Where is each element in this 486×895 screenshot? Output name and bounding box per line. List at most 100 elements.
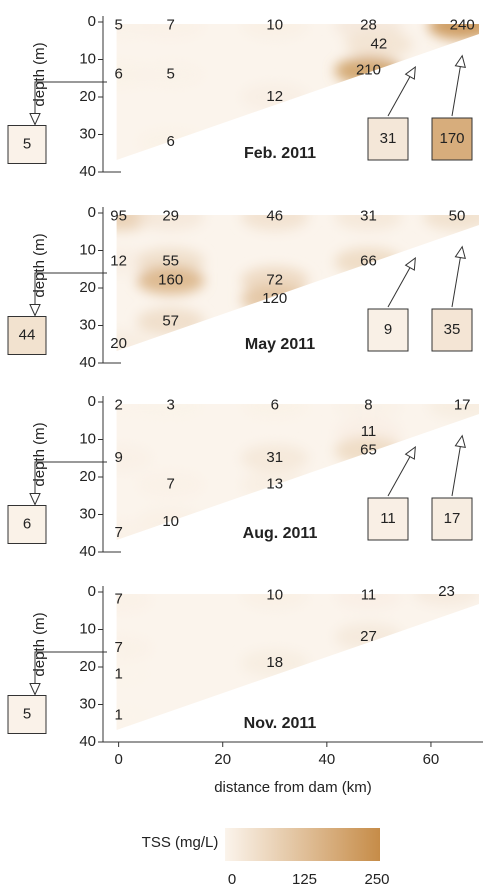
tss-label: 3	[166, 397, 174, 414]
inflow-label: 17	[444, 510, 461, 527]
tss-label: 12	[266, 88, 283, 105]
tss-patch	[116, 634, 153, 663]
tss-patch	[116, 330, 153, 351]
tss-patch	[116, 519, 153, 540]
tss-label: 55	[162, 253, 179, 270]
tss-label: 6	[271, 397, 279, 414]
inflow-label: 11	[380, 510, 396, 527]
tss-label: 95	[110, 208, 127, 225]
tss-label: 5	[166, 65, 174, 82]
tss-patch	[240, 594, 309, 610]
y-tick-label: 10	[79, 620, 96, 637]
tss-patch	[136, 24, 205, 40]
tss-label: 50	[449, 208, 466, 225]
arrow-head	[29, 493, 41, 506]
tss-patch	[116, 594, 153, 614]
y-tick-label: 30	[79, 695, 96, 712]
tss-label: 10	[266, 17, 283, 34]
arrow-head	[454, 54, 466, 69]
arrow-head	[404, 445, 416, 460]
tss-label: 20	[110, 335, 127, 352]
y-tick-label: 30	[79, 125, 96, 142]
tss-label: 160	[158, 271, 183, 288]
inflow-box	[367, 308, 409, 352]
y-axis-label: depth (m)	[31, 233, 48, 297]
inflow-box	[431, 117, 473, 161]
tss-label: 57	[162, 313, 179, 330]
y-axis-label: depth (m)	[31, 612, 48, 676]
shading	[116, 215, 479, 351]
arrow-shaft	[387, 456, 411, 497]
tss-label: 46	[266, 208, 283, 225]
x-tick-label: 20	[214, 751, 231, 768]
inflow-label: 5	[23, 135, 31, 152]
tss-label: 65	[360, 442, 377, 459]
arrow-shaft	[387, 76, 411, 117]
y-tick-label: 0	[88, 13, 96, 30]
tss-patch	[136, 404, 205, 420]
colorbar	[225, 828, 380, 861]
x-tick-label: 40	[318, 751, 335, 768]
tss-label: 5	[114, 17, 122, 34]
inflow-label: 5	[23, 705, 31, 722]
tss-patch	[428, 404, 479, 420]
tss-label: 7	[114, 590, 122, 607]
arrow-shaft	[451, 257, 461, 308]
tss-label: 1	[114, 707, 122, 724]
inflow-box	[7, 316, 47, 355]
inflow-box	[7, 125, 47, 164]
arrow-shaft	[451, 446, 461, 497]
y-tick-label: 0	[88, 583, 96, 600]
inflow-label: 35	[444, 321, 461, 338]
tss-patch	[428, 24, 479, 40]
arrow-head	[404, 256, 416, 271]
colorbar-tick-label: 0	[228, 871, 236, 888]
tss-patch	[412, 594, 479, 606]
inflow-label: 44	[19, 326, 36, 343]
tss-patch	[334, 404, 403, 420]
tss-label: 7	[166, 17, 174, 34]
arrow-head	[404, 65, 416, 80]
inflow-label: 170	[439, 130, 464, 147]
tss-label: 7	[114, 639, 122, 656]
tss-label: 210	[356, 62, 381, 79]
tss-label: 27	[360, 628, 377, 645]
inflow-arrow	[34, 461, 107, 496]
arrow-head	[454, 245, 466, 260]
panel: 0 10 20 30 40 depth (m) Feb. 2011 5 7 10 28 240 42 6 5…	[7, 13, 479, 180]
x-tick-label: 60	[423, 751, 440, 768]
inflow-box	[431, 497, 473, 541]
tss-label: 7	[114, 524, 122, 541]
arrow-head	[29, 304, 41, 317]
tss-label: 1	[114, 665, 122, 682]
tss-patch	[240, 24, 309, 40]
tss-patch	[136, 266, 205, 295]
panel-title: Feb. 2011	[244, 145, 316, 162]
tss-patch	[116, 60, 153, 89]
tss-label: 6	[114, 65, 122, 82]
y-tick-label: 0	[88, 204, 96, 221]
inflow-label: 9	[384, 321, 392, 338]
tss-label: 23	[438, 583, 455, 600]
tss-patch	[240, 444, 309, 473]
tss-patch	[116, 701, 153, 730]
y-tick-label: 40	[79, 733, 96, 750]
tss-label: 240	[450, 17, 475, 34]
tss-patch	[116, 24, 153, 40]
inflow-label: 31	[380, 130, 397, 147]
colorbar-tick-label: 125	[292, 871, 317, 888]
tss-label: 11	[361, 423, 377, 440]
y-tick-label: 0	[88, 393, 96, 410]
colorbar-tick-label: 250	[364, 871, 389, 888]
inflow-box	[431, 308, 473, 352]
tss-label: 10	[162, 513, 179, 530]
tss-label: 9	[114, 449, 122, 466]
tss-patch	[422, 215, 479, 231]
tss-patch	[240, 404, 309, 420]
tss-label: 28	[360, 17, 377, 34]
y-tick-label: 20	[79, 658, 96, 675]
tss-label: 8	[364, 397, 372, 414]
y-tick-label: 10	[79, 241, 96, 258]
tss-label: 6	[166, 133, 174, 150]
panel-title: May 2011	[245, 336, 315, 353]
